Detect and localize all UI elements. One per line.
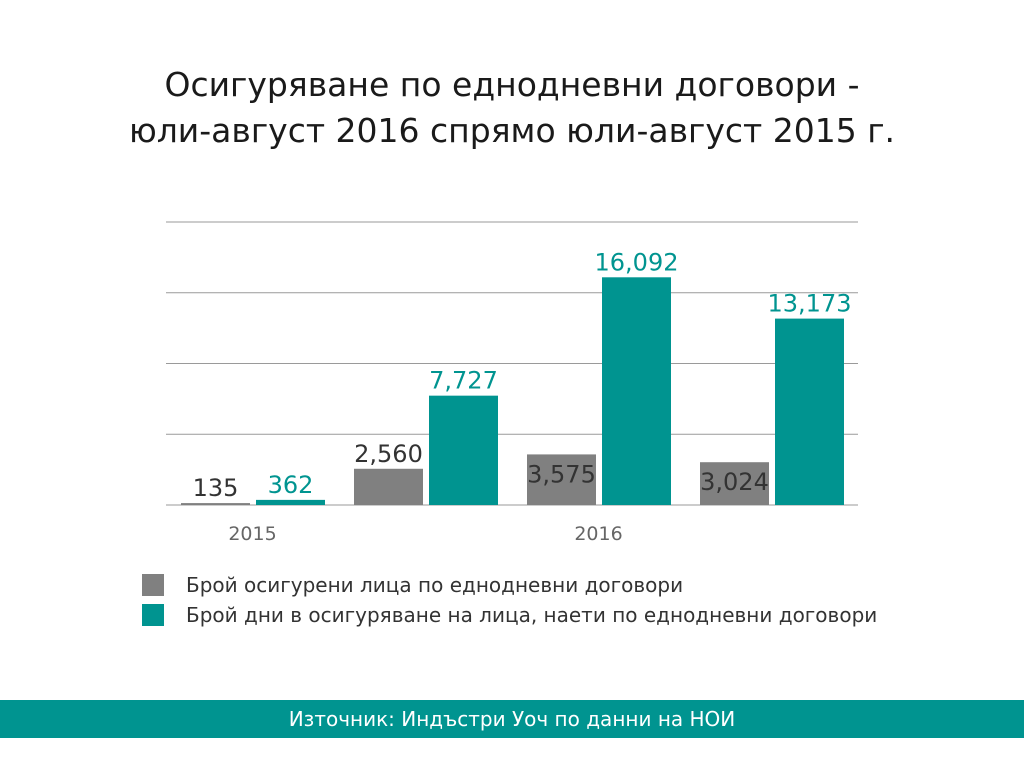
chart-title: Осигуряване по еднодневни договори - юли… (0, 62, 1024, 154)
data-label-teal: 7,727 (429, 367, 498, 395)
bar-chart: 135 362 2,560 7,727 3,575 16,092 3,024 13,173 20… (166, 221, 858, 545)
source-text: Източник: Индъстри Уоч по данни на НОИ (288, 707, 736, 731)
legend-label-insured-persons: Брой осигурени лица по еднодневни догово… (186, 573, 684, 597)
bar-teal (775, 318, 844, 505)
legend-swatch-teal (142, 604, 164, 626)
data-label-gray: 2,560 (354, 440, 423, 468)
legend-item-insured-persons: Брой осигурени лица по еднодневни догово… (142, 570, 877, 600)
legend-swatch-gray (142, 574, 164, 596)
data-label-gray: 3,024 (700, 468, 769, 496)
category-label: 2016 (574, 523, 622, 545)
data-label-teal: 16,092 (595, 248, 679, 276)
data-label-gray: 135 (193, 474, 239, 502)
legend-item-insured-days: Брой дни в осигуряване на лица, наети по… (142, 600, 877, 630)
data-label-teal: 362 (268, 471, 314, 499)
legend-label-insured-days: Брой дни в осигуряване на лица, наети по… (186, 603, 878, 627)
category-label: 2015 (228, 523, 276, 545)
source-footer: Източник: Индъстри Уоч по данни на НОИ (0, 700, 1024, 738)
bar-teal (256, 499, 325, 505)
legend: Брой осигурени лица по еднодневни догово… (142, 570, 877, 630)
chart-title-line-2: юли-август 2016 спрямо юли-август 2015 г… (128, 111, 896, 150)
bar-gray (354, 468, 423, 505)
data-label-gray: 3,575 (527, 460, 596, 488)
bar-gray (700, 462, 769, 505)
data-label-teal: 13,173 (768, 290, 852, 318)
chart-title-line-1: Осигуряване по еднодневни договори - (164, 65, 860, 104)
bar-teal (602, 277, 671, 505)
bar-gray (527, 454, 596, 505)
bar-teal (429, 395, 498, 505)
bar-gray (181, 503, 250, 505)
